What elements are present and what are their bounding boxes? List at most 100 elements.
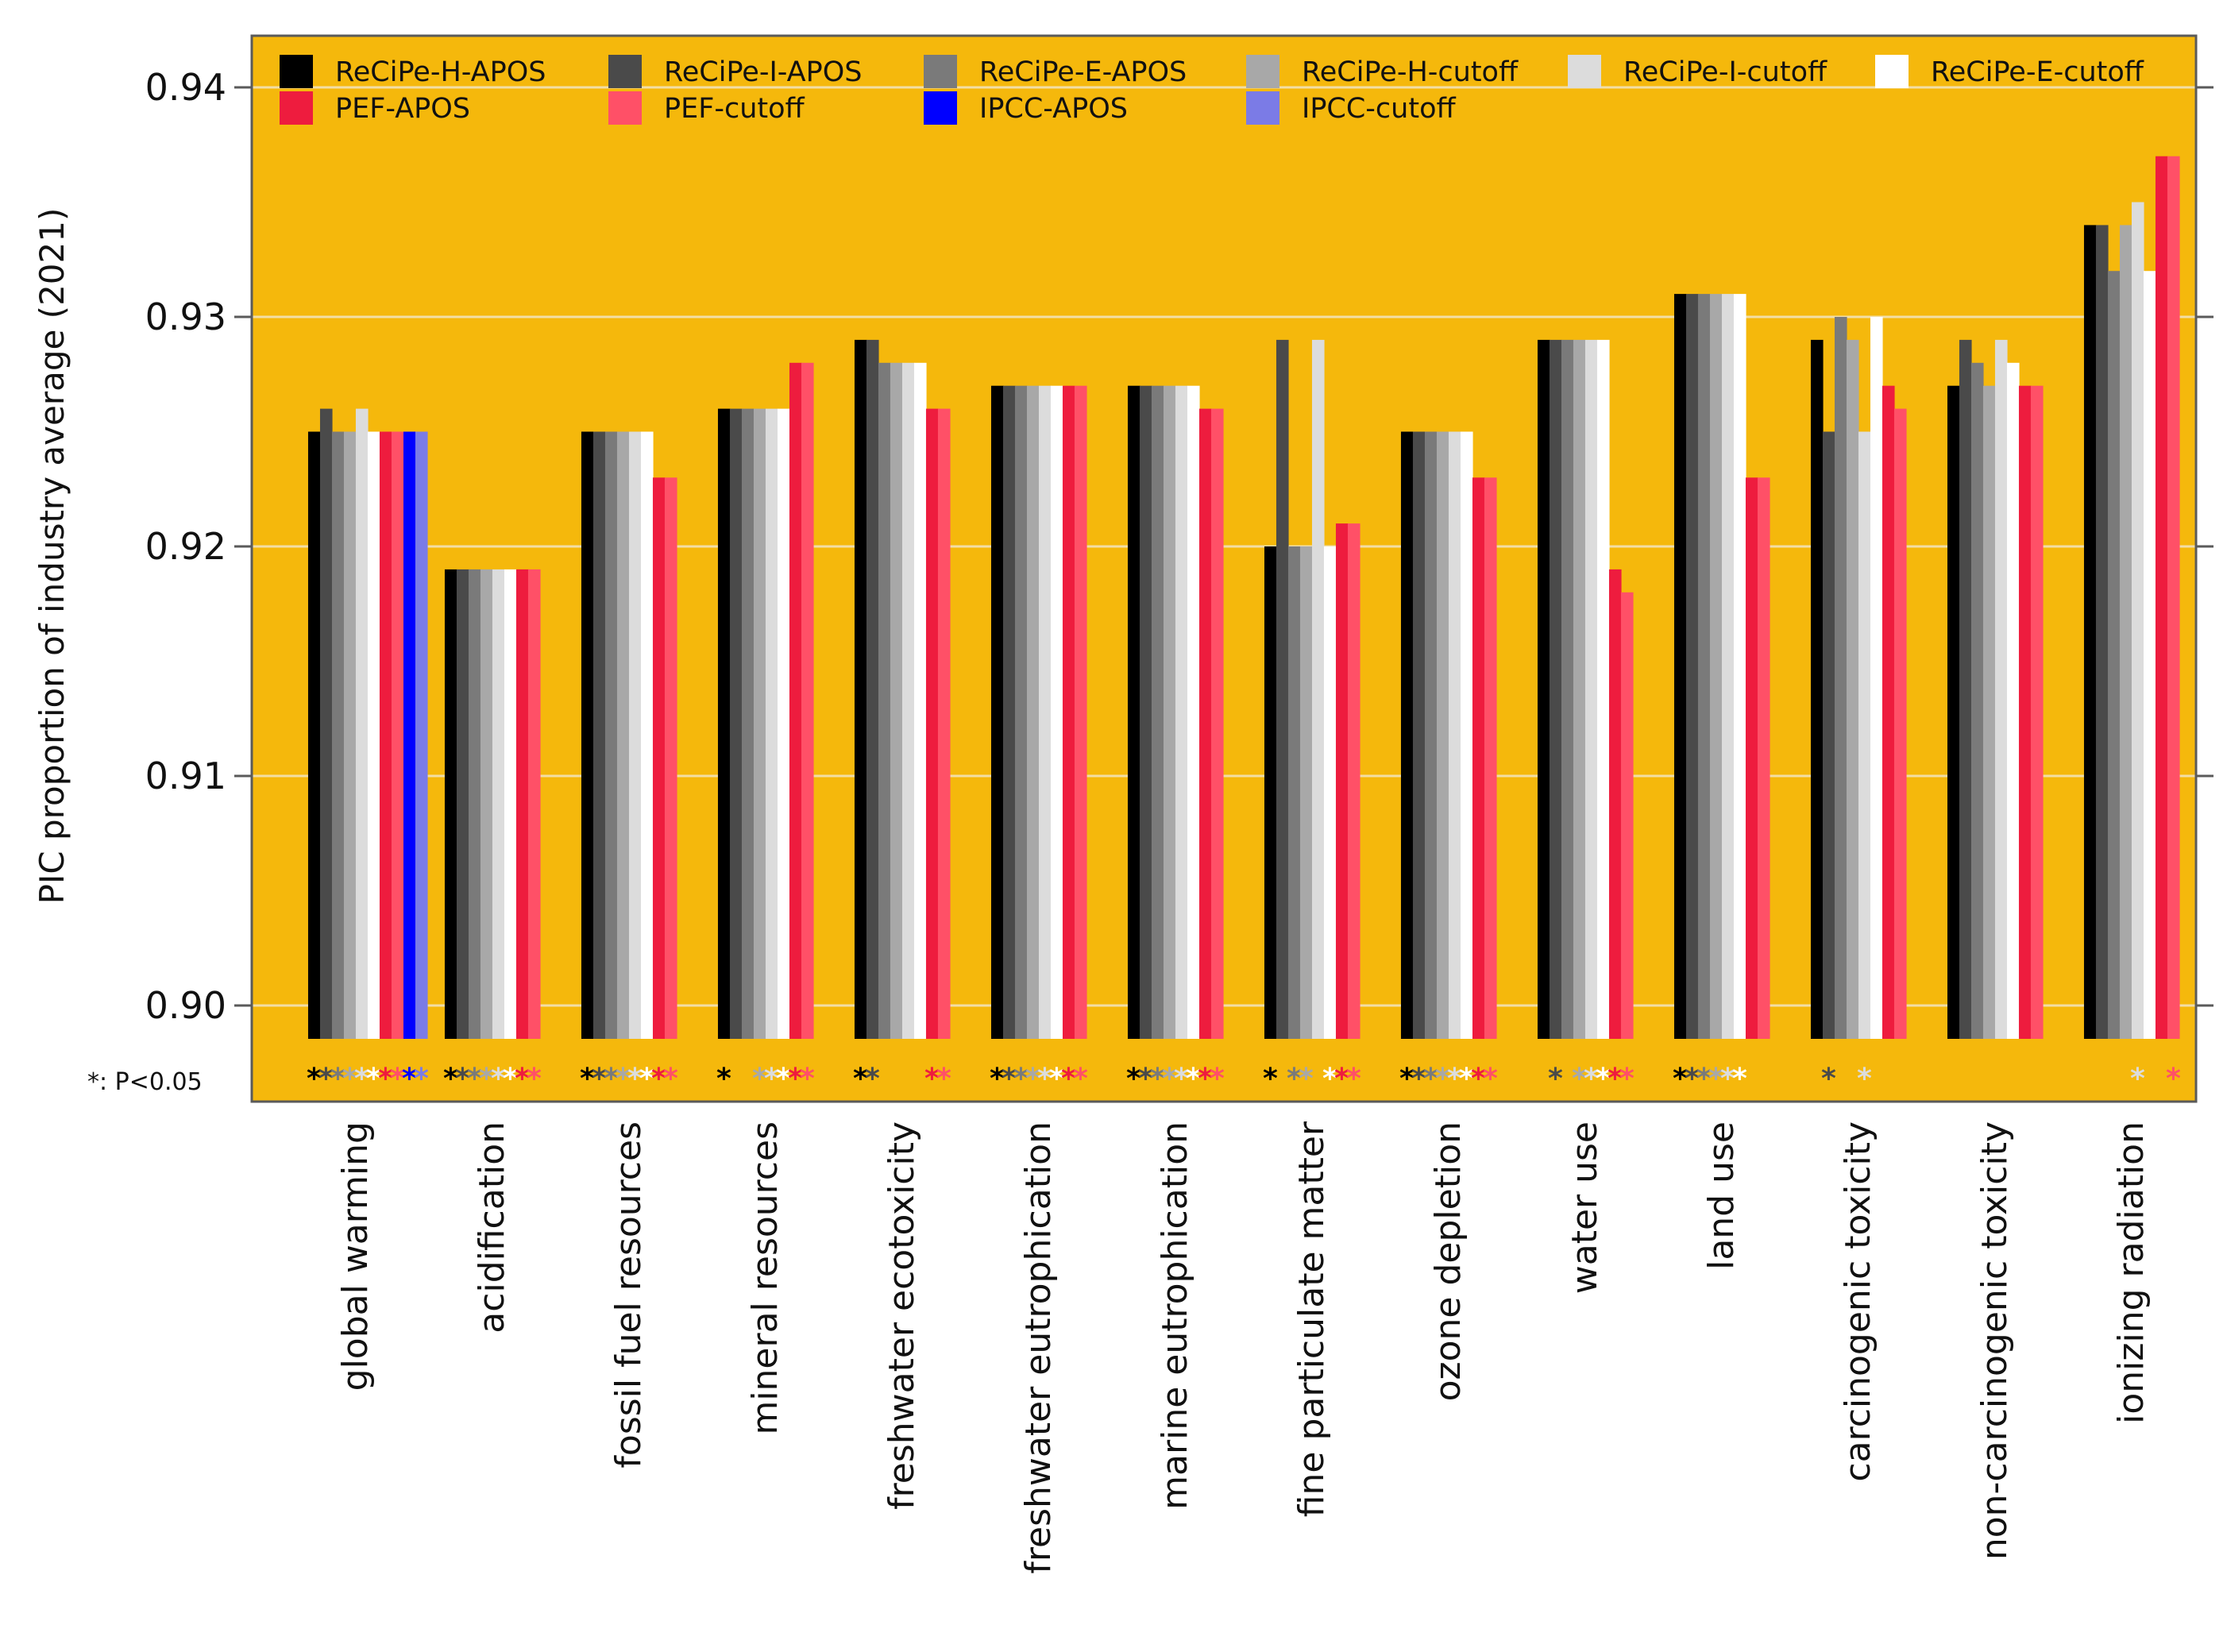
significance-star: * <box>402 1063 417 1095</box>
significance-star: * <box>924 1063 940 1095</box>
bar <box>1323 546 1337 1039</box>
significance-star: * <box>1073 1063 1088 1095</box>
bar <box>729 408 743 1039</box>
bar <box>1002 385 1016 1039</box>
significance-star: * <box>990 1063 1005 1095</box>
bar <box>1347 523 1361 1039</box>
significance-star: * <box>1299 1063 1314 1095</box>
significance-star: * <box>515 1063 530 1095</box>
bar <box>1608 569 1622 1039</box>
bar <box>2107 271 2121 1039</box>
legend-swatch <box>924 55 957 88</box>
bar <box>777 408 790 1039</box>
legend-label: PEF-APOS <box>335 93 470 125</box>
significance-star: * <box>1720 1063 1735 1095</box>
bar <box>1311 339 1325 1039</box>
bar <box>343 431 357 1039</box>
significance-star: * <box>1732 1063 1747 1095</box>
significance-star: * <box>307 1063 322 1095</box>
bar <box>1264 546 1277 1039</box>
significance-star: * <box>318 1063 334 1095</box>
bar <box>640 431 654 1039</box>
category-label: water use <box>1565 1121 1605 1294</box>
significance-star: * <box>1334 1063 1349 1095</box>
bar <box>1175 385 1188 1039</box>
category-label: freshwater ecotoxicity <box>882 1121 922 1510</box>
significance-star: * <box>1049 1063 1064 1095</box>
legend-label: ReCiPe-E-APOS <box>979 56 1187 88</box>
bar <box>1400 431 1414 1039</box>
significance-star: * <box>2166 1063 2181 1095</box>
significance-star: * <box>1186 1063 1201 1095</box>
significance-star: * <box>1346 1063 1361 1095</box>
significance-star: * <box>1471 1063 1486 1095</box>
significance-star: * <box>354 1063 369 1095</box>
y-ticks: 0.90 0.91 0.92 0.93 0.94 <box>145 66 2213 1027</box>
significance-star: * <box>366 1063 381 1095</box>
legend-swatch <box>608 91 642 125</box>
bar <box>592 431 606 1039</box>
bar <box>1014 385 1028 1039</box>
bar <box>367 431 380 1039</box>
significance-star: * <box>479 1063 494 1095</box>
significance-star: * <box>455 1063 470 1095</box>
bar <box>2083 225 2097 1039</box>
significance-star: * <box>592 1063 607 1095</box>
significance-star: * <box>1126 1063 1141 1095</box>
significance-star: * <box>378 1063 393 1095</box>
significance-star: * <box>2130 1063 2145 1095</box>
bar <box>1959 339 1972 1039</box>
bar <box>990 385 1004 1039</box>
significance-star: * <box>716 1063 731 1095</box>
bar <box>1757 477 1770 1039</box>
significance-star: * <box>1572 1063 1587 1095</box>
category-label: fossil fuel resources <box>608 1121 649 1469</box>
bar <box>789 362 802 1039</box>
bar <box>1709 294 1723 1040</box>
significance-star: * <box>865 1063 880 1095</box>
plot-border <box>250 34 2198 1103</box>
bar <box>1424 431 1438 1039</box>
significance-star: * <box>1174 1063 1189 1095</box>
bar <box>2131 202 2144 1039</box>
bar <box>937 408 951 1039</box>
bar <box>1412 431 1426 1039</box>
bar <box>753 408 766 1039</box>
bar <box>2018 385 2032 1039</box>
bar <box>1198 408 1212 1039</box>
legend-swatch <box>924 91 957 125</box>
bar <box>1484 477 1497 1039</box>
bar <box>1537 339 1550 1039</box>
bar <box>1822 431 1835 1039</box>
significance-star: * <box>788 1063 803 1095</box>
significance-star: * <box>1685 1063 1700 1095</box>
bar <box>1050 385 1063 1039</box>
bar <box>1561 339 1574 1039</box>
bar <box>1721 294 1735 1040</box>
bar <box>901 362 915 1039</box>
significance-star: * <box>1013 1063 1029 1095</box>
significance-note: *: P<0.05 <box>87 1068 203 1096</box>
category-label: global warming <box>335 1121 376 1391</box>
significance-star: * <box>527 1063 542 1095</box>
significance-star: * <box>616 1063 631 1095</box>
y-axis-label: PIC proportion of industry average (2021… <box>33 208 71 905</box>
bar <box>1163 385 1176 1039</box>
bar <box>854 339 867 1039</box>
significance-star: * <box>627 1063 643 1095</box>
category-label: carcinogenic toxicity <box>1838 1121 1878 1482</box>
bar <box>379 431 392 1039</box>
significance-star: * <box>1821 1063 1836 1095</box>
bar <box>878 362 891 1039</box>
bar <box>1745 477 1758 1039</box>
bar <box>1187 385 1200 1039</box>
category-label: ozone depletion <box>1428 1121 1469 1401</box>
bar <box>1994 339 2008 1039</box>
bar <box>391 431 404 1039</box>
bar <box>1460 431 1473 1039</box>
legend-label: PEF-cutoff <box>664 93 805 125</box>
significance-star: * <box>1037 1063 1052 1095</box>
significance-star: * <box>1198 1063 1213 1095</box>
